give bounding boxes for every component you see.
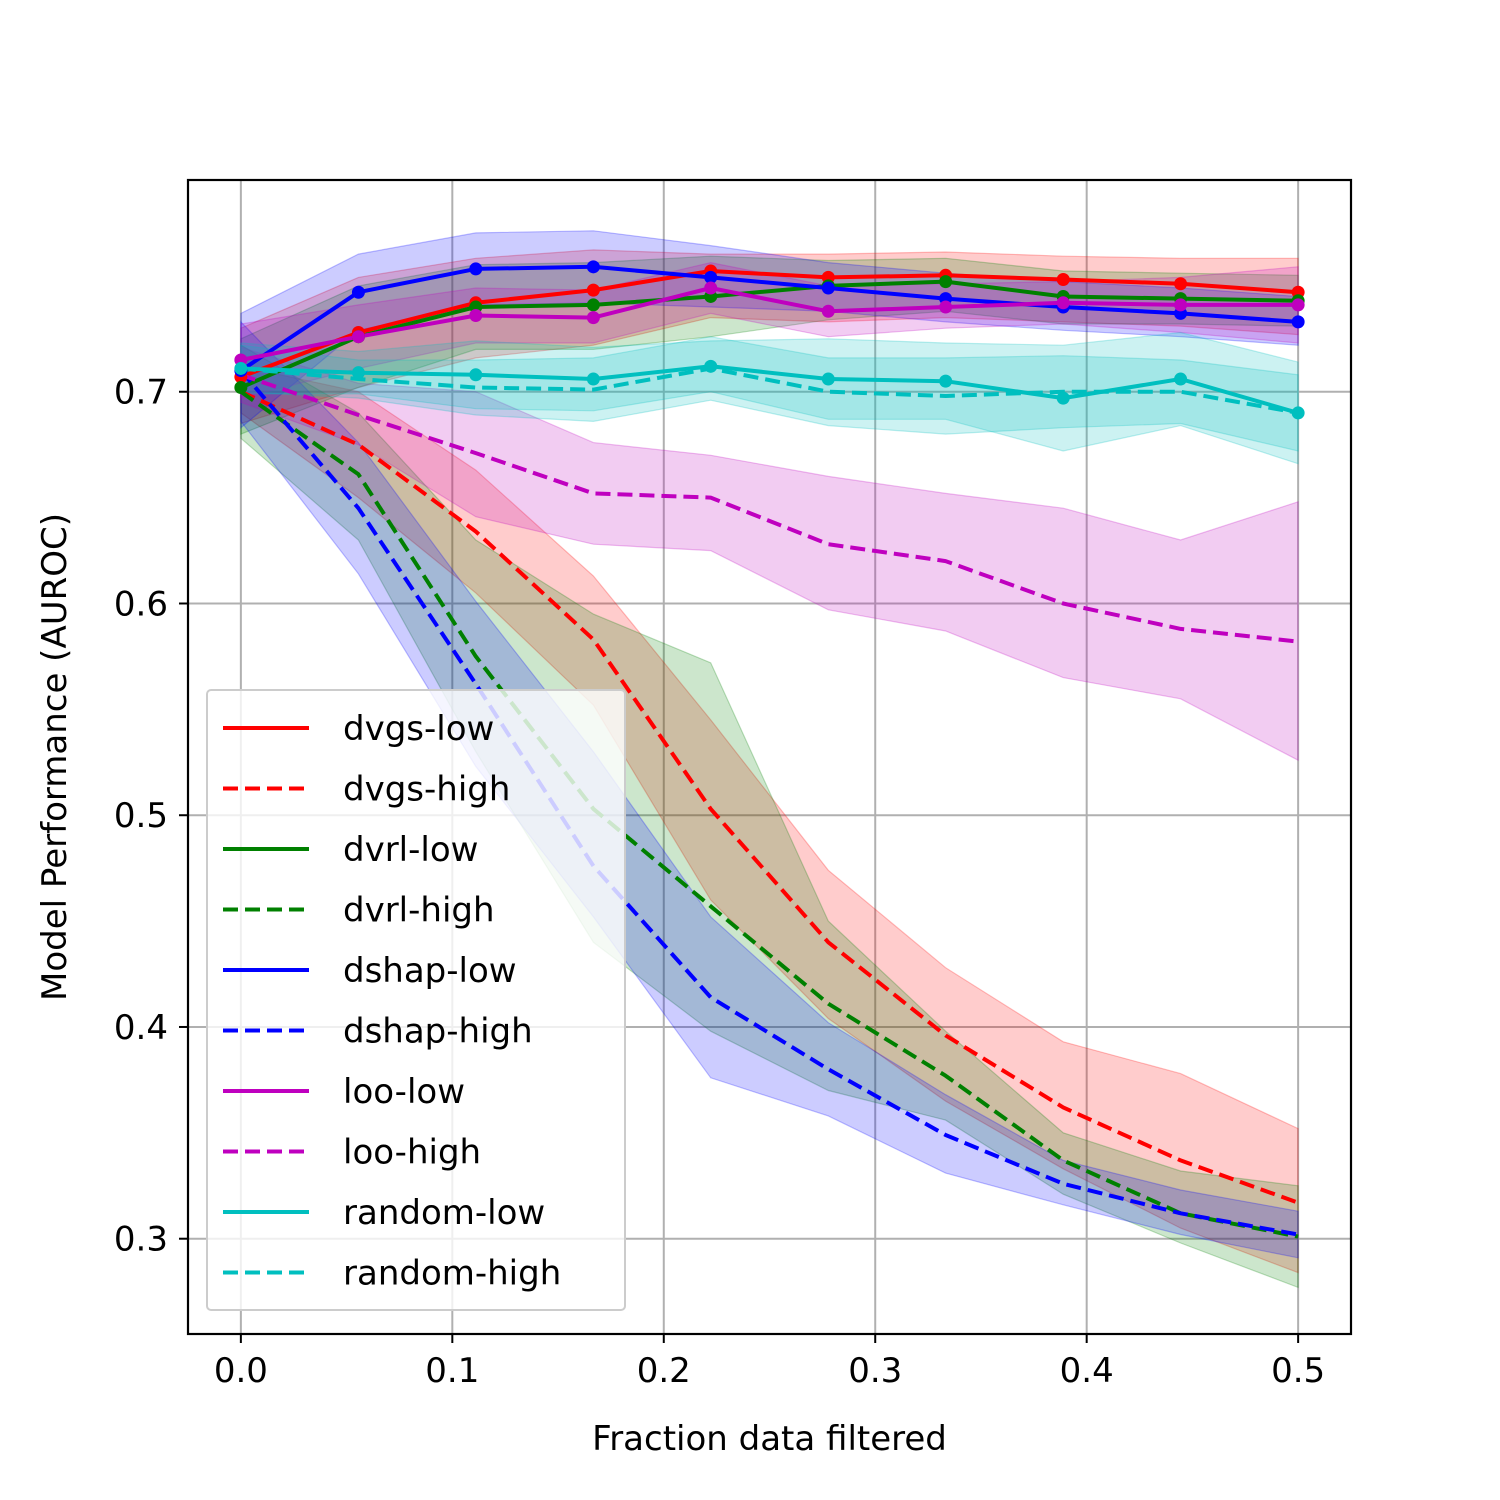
legend-box	[206, 689, 626, 1311]
line-dvrl-high	[239, 390, 1299, 1239]
line-dshap-low	[239, 264, 1299, 373]
point-loo-low-6	[939, 300, 953, 314]
point-dshap-low-2	[469, 262, 483, 276]
legend-label-random-high: random-high	[343, 1254, 561, 1294]
x-tick-label-4: 0.4	[1060, 1351, 1114, 1391]
point-random-low-6	[939, 374, 953, 388]
line-dvrl-low	[240, 279, 1299, 390]
point-random-low-4	[704, 359, 718, 373]
y-tick-label-2: 0.5	[114, 796, 168, 836]
y-tick-label-4: 0.7	[114, 373, 168, 413]
legend-label-loo-high: loo-high	[343, 1133, 481, 1173]
line-dvgs-high	[240, 389, 1299, 1205]
point-dshap-low-4	[704, 270, 718, 284]
y-axis-label: Model Performance (AUROC)	[35, 513, 75, 1001]
legend-label-dvrl-high: dvrl-high	[343, 891, 495, 931]
point-random-low-3	[586, 372, 600, 386]
x-tick-label-1: 0.1	[425, 1351, 479, 1391]
series-markers	[234, 260, 1305, 420]
series-lines	[239, 264, 1299, 1239]
band-dvgs-high	[240, 365, 1299, 1274]
legend-label-dvgs-low: dvgs-low	[343, 709, 494, 749]
point-loo-low-8	[1174, 298, 1188, 312]
point-loo-low-3	[586, 311, 600, 325]
point-dvrl-low-0	[234, 381, 248, 395]
legend-label-dvrl-low: dvrl-low	[343, 830, 478, 870]
point-random-low-7	[1056, 391, 1070, 405]
confidence-bands	[240, 230, 1299, 1289]
y-tick-label-1: 0.4	[114, 1008, 168, 1048]
point-random-low-5	[821, 372, 835, 386]
axis-ticks: 0.0 0.1 0.2 0.3 0.4 0.5 0.3 0.4 0.5 0.6 0.7	[114, 373, 1325, 1391]
point-dvrl-low-6	[939, 275, 953, 289]
x-axis-label: Fraction data filtered	[592, 1419, 947, 1459]
legend-label-loo-low: loo-low	[343, 1072, 465, 1112]
legend: dvgs-low dvgs-high dvrl-low dvrl-high dshap-…	[206, 689, 626, 1311]
point-dshap-low-3	[586, 260, 600, 274]
legend-label-dshap-low: dshap-low	[343, 951, 517, 991]
point-loo-low-5	[821, 304, 835, 318]
point-dvgs-low-7	[1056, 273, 1070, 287]
point-loo-low-9	[1291, 298, 1305, 312]
line-dshap-high	[239, 369, 1299, 1237]
band-loo-high	[240, 346, 1299, 762]
point-dshap-low-5	[821, 281, 835, 295]
point-loo-low-4	[704, 281, 718, 295]
point-random-low-1	[351, 366, 365, 380]
line-dvgs-low	[240, 269, 1299, 379]
point-random-low-2	[469, 368, 483, 382]
line-loo-high	[240, 372, 1299, 644]
line-random-low	[240, 364, 1299, 415]
legend-label-dshap-high: dshap-high	[343, 1012, 533, 1052]
x-tick-label-3: 0.3	[848, 1351, 902, 1391]
point-loo-low-1	[351, 330, 365, 344]
legend-label-random-low: random-low	[343, 1193, 545, 1233]
line-random-high	[240, 366, 1299, 415]
point-dshap-low-9	[1291, 315, 1305, 329]
band-random-high	[240, 336, 1299, 452]
y-tick-label-0: 0.3	[114, 1220, 168, 1260]
x-tick-label-0: 0.0	[214, 1351, 268, 1391]
band-loo-low	[240, 261, 1299, 399]
point-dvgs-low-8	[1174, 277, 1188, 291]
point-loo-low-2	[469, 309, 483, 323]
line-loo-low	[240, 286, 1299, 362]
x-tick-label-5: 0.5	[1271, 1351, 1325, 1391]
point-dvrl-low-3	[586, 298, 600, 312]
plot-frame	[186, 178, 1353, 1336]
point-random-low-9	[1291, 406, 1305, 420]
point-random-low-8	[1174, 372, 1188, 386]
point-dshap-low-1	[351, 285, 365, 299]
y-tick-label-3: 0.6	[114, 584, 168, 624]
x-tick-label-2: 0.2	[637, 1351, 691, 1391]
point-dvgs-low-3	[586, 283, 600, 297]
band-random-low	[240, 331, 1299, 465]
point-loo-low-7	[1056, 296, 1070, 310]
point-random-low-0	[234, 361, 248, 375]
legend-label-dvgs-high: dvgs-high	[343, 770, 510, 810]
